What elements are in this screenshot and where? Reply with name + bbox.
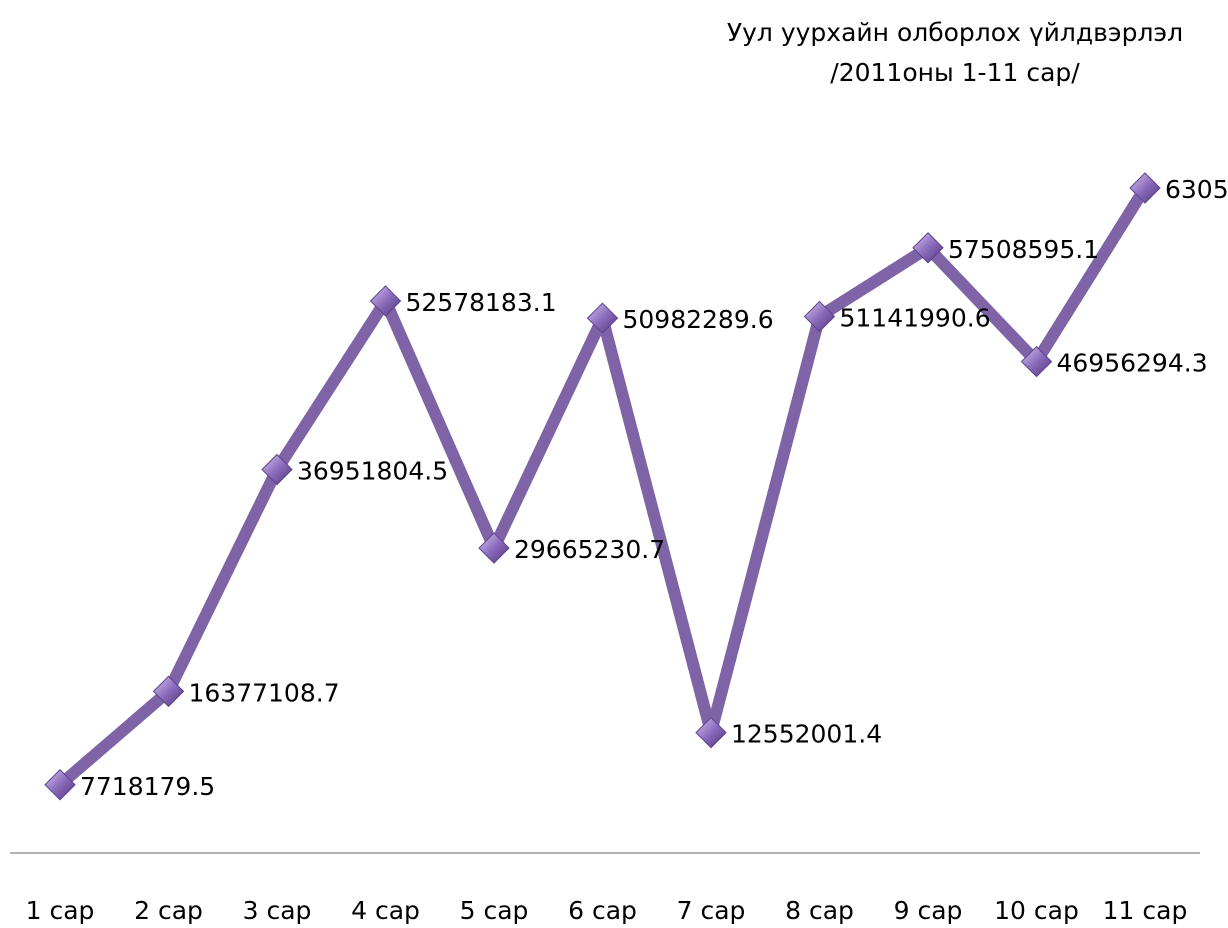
- data-label: 36951804.5: [297, 456, 448, 485]
- x-tick-label: 8 сар: [785, 896, 854, 925]
- marker: [912, 232, 944, 264]
- data-label: 52578183.1: [406, 288, 557, 317]
- marker: [478, 532, 510, 564]
- x-tick-label: 2 сар: [134, 896, 203, 925]
- marker: [369, 285, 402, 317]
- x-tick-label: 6 сар: [568, 896, 637, 925]
- data-label: 51141990.6: [840, 303, 991, 332]
- x-tick-label: 9 сар: [894, 896, 963, 925]
- x-tick-label: 7 сар: [677, 896, 746, 925]
- x-tick-label: 4 сар: [351, 896, 420, 925]
- marker: [44, 769, 76, 801]
- x-tick-label: 11 сар: [1103, 896, 1188, 925]
- data-label: 57508595.1: [948, 235, 1099, 264]
- data-label: 50982289.6: [623, 305, 774, 334]
- x-tick-label: 10 сар: [994, 896, 1079, 925]
- data-label: 46956294.3: [1057, 349, 1208, 378]
- data-label: 12552001.4: [731, 720, 882, 749]
- data-label: 29665230.7: [514, 535, 665, 564]
- chart-title: Уул уурхайн олборлох үйлдвэрлэл: [727, 18, 1183, 47]
- x-tick-label: 5 сар: [460, 896, 529, 925]
- chart-subtitle: /2011оны 1-11 сар/: [830, 58, 1080, 87]
- data-label: 16377108.7: [189, 678, 340, 707]
- data-label: 63052582.5: [1165, 175, 1228, 204]
- marker: [1129, 172, 1161, 204]
- marker: [586, 302, 619, 334]
- data-label: 7718179.5: [80, 772, 215, 801]
- marker: [695, 716, 727, 749]
- x-tick-label: 1 сар: [26, 896, 95, 925]
- marker: [803, 300, 836, 333]
- marker: [152, 675, 185, 708]
- marker: [261, 453, 293, 486]
- marker: [1020, 345, 1053, 378]
- x-tick-label: 3 сар: [243, 896, 312, 925]
